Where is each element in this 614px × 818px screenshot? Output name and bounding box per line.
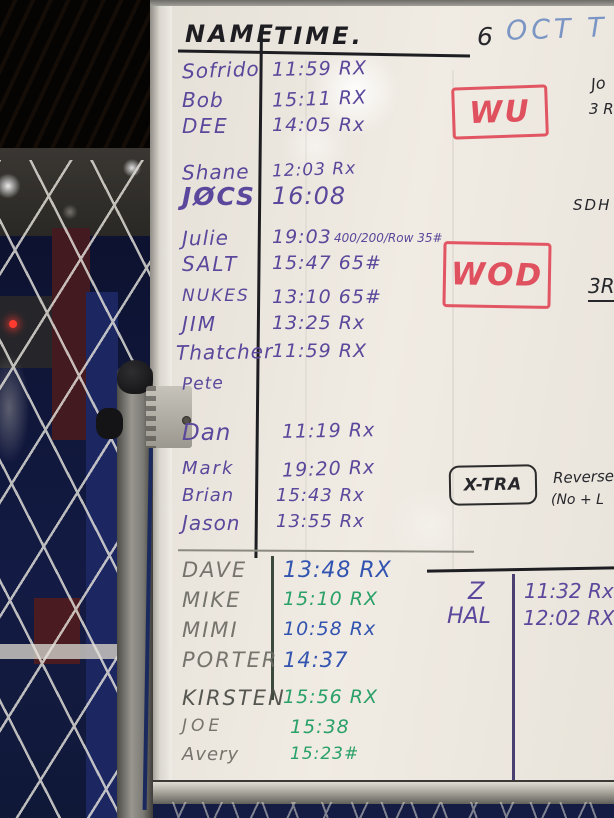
athlete-name: MIMI xyxy=(182,618,239,642)
athlete-name: Jason xyxy=(182,511,241,535)
board-seam xyxy=(452,70,454,570)
athlete-name: Mark xyxy=(182,458,235,479)
athlete-name: JOE xyxy=(182,716,224,736)
roster-row: JIM 13:25 Rx xyxy=(0,312,614,342)
athlete-name: DEE xyxy=(182,114,229,138)
column-header-time: TIME. xyxy=(274,22,364,50)
roster-row: Dan 11:19 Rx xyxy=(0,419,614,450)
athlete-time: 10:58 Rx xyxy=(283,618,377,640)
athlete-time: 15:56 RX xyxy=(283,686,379,708)
athlete-name: Pete xyxy=(181,373,225,395)
roster-row: DAVE 13:48 RX xyxy=(0,558,614,588)
roster-row: Brian 15:43 Rx xyxy=(0,485,614,515)
date-day: 6 xyxy=(477,22,493,51)
roster-row: SALT 15:47 65# xyxy=(0,252,614,282)
whiteboard xyxy=(150,6,614,784)
xtra-label: X-TRA xyxy=(463,474,523,496)
roster-row: MIKE 15:10 RX xyxy=(0,588,614,618)
roster-row: JØCS 16:08 xyxy=(0,182,614,212)
athlete-time: 15:23# xyxy=(290,744,360,764)
athlete-name: DAVE xyxy=(182,558,248,582)
warmup-label: WU xyxy=(468,93,532,131)
athlete-name: JIM xyxy=(182,312,218,336)
athlete-time: 11:32 Rx xyxy=(524,579,614,603)
athlete-time: 19:03 xyxy=(272,226,332,248)
athlete-name: HAL xyxy=(447,604,491,629)
xtra-note-1: Reverse xyxy=(552,466,614,488)
net-below-board xyxy=(150,802,614,818)
athlete-name: Brian xyxy=(182,485,235,506)
athlete-name: KIRSTEN xyxy=(182,686,286,710)
roster-row: Thatcher 11:59 RX xyxy=(0,339,614,370)
note-jo: Jo xyxy=(589,73,607,94)
column-divider-line-2 xyxy=(271,556,274,700)
roster-row: DEE 14:05 Rx xyxy=(0,114,614,144)
roster-row: Mark 19:20 Rx xyxy=(0,456,614,488)
athlete-time: 11:19 Rx xyxy=(281,419,376,443)
roster-row: JOE 15:38 xyxy=(0,716,614,746)
athlete-time: 12:02 RX xyxy=(523,606,614,630)
athlete-scaling-note: 400/200/Row 35# xyxy=(334,231,443,245)
athlete-name: JØCS xyxy=(182,182,257,211)
clamp-knob xyxy=(96,408,123,439)
athlete-time: 13:55 Rx xyxy=(276,511,365,532)
athlete-time: 15:10 RX xyxy=(283,588,379,610)
athlete-time: 15:11 RX xyxy=(271,86,368,112)
note-3r-wod: 3R xyxy=(588,274,614,302)
whiteboard-top-frame xyxy=(150,0,614,9)
athlete-time: 13:10 65# xyxy=(272,286,382,308)
athlete-time: 11:59 RX xyxy=(272,340,368,362)
xtra-note-2: (No + L xyxy=(551,492,604,508)
note-3r-top: 3 R xyxy=(589,100,614,118)
roster-row: Avery 15:23# xyxy=(0,744,614,774)
roster-row: MIMI 10:58 Rx xyxy=(0,618,614,648)
athlete-time: 11:59 RX xyxy=(271,57,368,81)
athlete-name: MIKE xyxy=(182,588,242,612)
roster-row: NUKES 13:10 65# xyxy=(0,286,614,316)
athlete-time: 15:38 xyxy=(290,716,350,738)
athlete-name: Avery xyxy=(182,744,240,765)
dark-ceiling xyxy=(0,0,154,150)
note-sdh: SDH xyxy=(573,196,612,214)
athlete-time: 15:47 65# xyxy=(272,252,382,274)
roster-row: Pete xyxy=(0,373,614,404)
roster-row: KIRSTEN 15:56 RX xyxy=(0,686,614,716)
roster-row: Julie 19:03 400/200/Row 35# xyxy=(0,226,614,256)
roster-row: Bob 15:11 RX xyxy=(0,86,614,118)
athlete-time: 14:37 xyxy=(283,648,349,672)
board-seam xyxy=(305,60,307,560)
athlete-time: 16:08 xyxy=(272,182,347,210)
athlete-name: Z xyxy=(468,577,485,605)
date-month: OCT T xyxy=(505,12,609,47)
athlete-time: 13:48 RX xyxy=(283,558,392,583)
column-header-name: NAME xyxy=(185,20,276,48)
clamp-screw xyxy=(182,416,191,425)
athlete-name: SALT xyxy=(182,252,239,276)
side-table-divider-line xyxy=(512,574,515,780)
athlete-time: 14:05 Rx xyxy=(272,114,366,136)
athlete-name: PORTER xyxy=(182,648,279,672)
athlete-time: 19:20 Rx xyxy=(281,456,376,482)
wod-box: WOD xyxy=(442,241,552,309)
athlete-name: Bob xyxy=(182,88,224,112)
wod-label: WOD xyxy=(450,256,544,294)
athlete-name: Dan xyxy=(182,420,232,446)
athlete-name: Julie xyxy=(181,225,230,251)
athlete-name: NUKES xyxy=(182,286,250,306)
athlete-time: 13:25 Rx xyxy=(272,312,366,334)
athlete-time: 12:03 Rx xyxy=(271,158,357,182)
roster-row: Sofrido 11:59 RX xyxy=(0,56,614,88)
athlete-time: 15:43 Rx xyxy=(276,485,365,506)
whiteboard-marker-tray xyxy=(148,780,614,806)
roster-row: Jason 13:55 Rx xyxy=(0,511,614,541)
athlete-name: Thatcher xyxy=(175,339,274,365)
warmup-box: WU xyxy=(451,84,549,140)
athlete-name: Shane xyxy=(181,159,250,185)
athlete-name: Sofrido xyxy=(181,56,261,84)
xtra-box: X-TRA xyxy=(448,464,538,506)
roster-row: PORTER 14:37 xyxy=(0,648,614,678)
